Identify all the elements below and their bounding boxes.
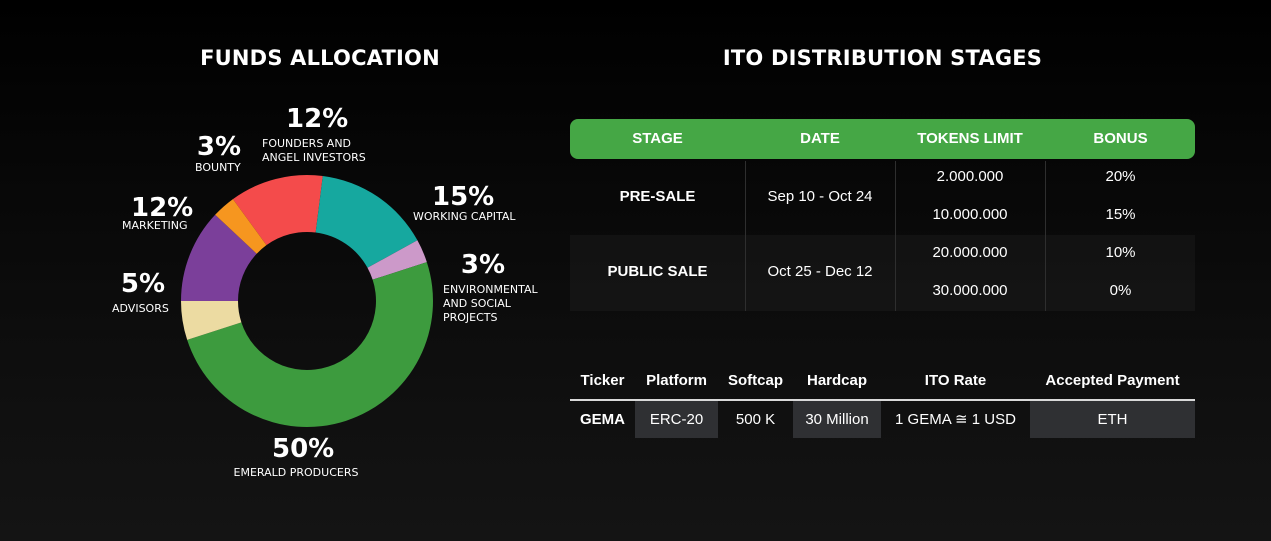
- slice-label-emerald-producers: EMERALD PRODUCERS: [233, 466, 359, 479]
- info-value-softcap: 500 K: [735, 411, 776, 428]
- slice-label-marketing: MARKETING: [122, 219, 188, 232]
- donut-slice-working-capital: [315, 175, 418, 268]
- info-value-ticker: GEMA: [580, 411, 625, 428]
- header-stage: STAGE: [632, 130, 683, 147]
- stage-date: Sep 10 - Oct 24: [767, 188, 873, 205]
- info-value-accepted-payment: ETH: [1030, 401, 1195, 438]
- info-header-platform: Platform: [646, 372, 707, 389]
- stage-row-public-sale: PUBLIC SALE Oct 25 - Dec 12: [570, 235, 1195, 311]
- donut-slice-advisors: [181, 301, 242, 340]
- slice-label-working-capital: WORKING CAPITAL: [413, 210, 516, 223]
- slice-pct-bounty: 3%: [196, 132, 242, 162]
- bonus-cell: 0%: [1109, 282, 1132, 299]
- stage-name: PUBLIC SALE: [607, 263, 708, 280]
- slice-label-environmental: ENVIRONMENTAL AND SOCIAL PROJECTS: [443, 283, 538, 324]
- slice-label-bounty: BOUNTY: [195, 161, 241, 174]
- slice-pct-advisors: 5%: [120, 269, 166, 299]
- tokens-limit-cell: 2.000.000: [936, 168, 1004, 185]
- header-tokens-limit: TOKENS LIMIT: [917, 130, 1023, 147]
- column-divider: [1045, 161, 1046, 311]
- donut-slice-environmental-and-social-projects: [367, 240, 427, 280]
- info-header-accepted-payment: Accepted Payment: [1045, 372, 1180, 389]
- info-header-ito-rate: ITO Rate: [924, 372, 987, 389]
- slice-pct-environmental: 3%: [460, 250, 506, 280]
- donut-slice-founders-and-angel-investors: [232, 175, 323, 246]
- slice-pct-marketing: 12%: [131, 193, 194, 223]
- stage-row-presale: PRE-SALE Sep 10 - Oct 24: [570, 161, 1195, 235]
- ito-stages-title: ITO DISTRIBUTION STAGES: [722, 46, 1043, 70]
- header-bonus: BONUS: [1093, 130, 1148, 147]
- info-table-divider: [570, 399, 1195, 401]
- header-date: DATE: [800, 130, 840, 147]
- slice-label-founders: FOUNDERS AND ANGEL INVESTORS: [262, 137, 366, 164]
- info-value-ito-rate: 1 GEMA ≅ 1 USD: [895, 411, 1016, 428]
- donut-slice-marketing: [181, 214, 257, 301]
- bonus-cell: 10%: [1105, 244, 1136, 261]
- column-divider: [745, 161, 746, 311]
- info-header-softcap: Softcap: [727, 372, 783, 389]
- stage-date: Oct 25 - Dec 12: [767, 263, 873, 280]
- info-value-hardcap: 30 Million: [793, 401, 881, 438]
- column-divider: [895, 161, 896, 311]
- stages-table-header: STAGE DATE TOKENS LIMIT BONUS: [570, 119, 1195, 159]
- donut-slice-bounty: [215, 199, 267, 254]
- funds-allocation-title: FUNDS ALLOCATION: [200, 46, 440, 70]
- info-header-hardcap: Hardcap: [806, 372, 868, 389]
- slice-pct-founders: 12%: [286, 104, 349, 134]
- slice-label-advisors: ADVISORS: [112, 302, 169, 315]
- slice-pct-emerald-producers: 50%: [272, 434, 335, 464]
- tokens-limit-cell: 20.000.000: [932, 244, 1008, 261]
- bonus-cell: 20%: [1105, 168, 1136, 185]
- funds-allocation-donut-chart: [181, 175, 434, 427]
- tokens-limit-cell: 30.000.000: [932, 282, 1008, 299]
- stage-name: PRE-SALE: [619, 188, 696, 205]
- donut-slice-emerald-producers: [187, 262, 434, 427]
- info-value-platform: ERC-20: [635, 401, 718, 438]
- slice-pct-working-capital: 15%: [432, 182, 495, 212]
- tokens-limit-cell: 10.000.000: [932, 206, 1008, 223]
- info-header-ticker: Ticker: [580, 372, 625, 389]
- bonus-cell: 15%: [1105, 206, 1136, 223]
